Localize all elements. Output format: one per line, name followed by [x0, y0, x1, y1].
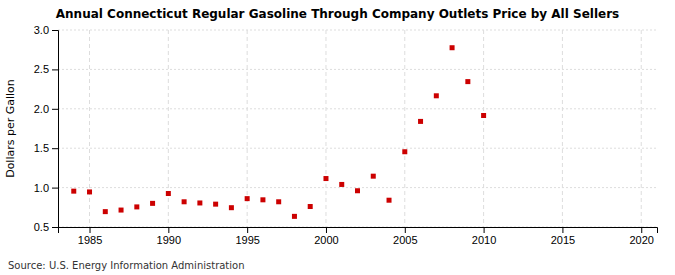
grid-line-y: [58, 187, 657, 188]
x-tick-mark: [168, 227, 169, 233]
y-tick: 2.0: [34, 103, 58, 115]
x-tick: 2010: [472, 227, 496, 246]
chart: 1985 1990 1995 2000 2005 2010 2015 2020 0.5 1.0 1.…: [0, 0, 675, 275]
square-point: [260, 197, 265, 202]
grid-line-x: [168, 30, 169, 227]
x-tick-mark: [90, 227, 91, 233]
grid-line-x: [483, 30, 484, 227]
y-tick-label: 3.0: [34, 24, 49, 36]
y-tick-label: 1.0: [34, 182, 49, 194]
x-tick-mark: [247, 227, 248, 233]
square-point: [355, 188, 360, 193]
y-tick-mark: [52, 227, 58, 228]
square-point: [276, 199, 281, 204]
x-tick-label: 2015: [551, 234, 575, 246]
x-tick: 1985: [78, 227, 102, 246]
y-tick-mark: [52, 109, 58, 110]
grid-line-y: [58, 148, 657, 149]
points: [71, 45, 486, 219]
grid-line-y: [58, 108, 657, 109]
x-tick: 1990: [157, 227, 181, 246]
x-tick: 2000: [314, 227, 338, 246]
y-axis-label: Dollars per Gallon: [4, 79, 17, 178]
y-tick-label: 1.5: [34, 142, 49, 154]
y-tick: 1.0: [34, 182, 58, 194]
grid-line-y: [58, 30, 657, 31]
grid-line-x: [325, 30, 326, 227]
square-point: [465, 79, 470, 84]
y-tick-label: 2.0: [34, 103, 49, 115]
square-point: [402, 149, 407, 154]
square-point: [481, 113, 486, 118]
square-point: [323, 176, 328, 181]
x-tick-mark: [326, 227, 327, 233]
square-point: [308, 204, 313, 209]
square-point: [71, 189, 76, 194]
x-tick: 1995: [235, 227, 259, 246]
x-axis-line: [59, 228, 658, 234]
square-point: [134, 204, 139, 209]
y-tick: 2.5: [34, 63, 58, 75]
x-tick-label: 2005: [393, 234, 417, 246]
square-point: [434, 93, 439, 98]
y-tick: 1.5: [34, 142, 58, 154]
title: Annual Connecticut Regular Gasoline Thro…: [56, 7, 619, 21]
grid-line-y: [58, 69, 657, 70]
x-axis: 1985 1990 1995 2000 2005 2010 2015 2020: [59, 227, 658, 246]
square-point: [245, 196, 250, 201]
square-point: [150, 201, 155, 206]
source-note: Source: U.S. Energy Information Administ…: [8, 260, 245, 271]
square-point: [197, 200, 202, 205]
square-point: [103, 209, 108, 214]
square-point: [371, 174, 376, 179]
square-point: [182, 199, 187, 204]
y-tick: 0.5: [34, 221, 58, 233]
square-point: [339, 182, 344, 187]
x-tick-label: 2010: [472, 234, 496, 246]
grid-line-x: [562, 30, 563, 227]
x-tick-label: 1985: [78, 234, 102, 246]
square-point: [450, 45, 455, 50]
y-tick-mark: [52, 148, 58, 149]
y-tick: 3.0: [34, 24, 58, 36]
x-tick: 2005: [393, 227, 417, 246]
square-point: [213, 202, 218, 207]
x-tick-label: 1995: [235, 234, 259, 246]
y-tick-mark: [52, 69, 58, 70]
y-axis: 0.5 1.0 1.5 2.0 2.5 3.0: [34, 24, 59, 233]
x-tick-mark: [484, 227, 485, 233]
x-tick-mark: [562, 227, 563, 233]
y-tick-label: 2.5: [34, 63, 49, 75]
square-point: [119, 208, 124, 213]
y-tick-mark: [52, 30, 58, 31]
square-point: [418, 119, 423, 124]
square-point: [292, 214, 297, 219]
grid-line-x: [89, 30, 90, 227]
square-point: [87, 189, 92, 194]
x-tick-mark: [641, 227, 642, 233]
x-tick-label: 1990: [157, 234, 181, 246]
x-tick-label: 2020: [629, 234, 653, 246]
x-tick-mark: [405, 227, 406, 233]
y-tick-mark: [52, 188, 58, 189]
y-axis-line: [52, 31, 59, 228]
x-tick: 2020: [629, 227, 653, 246]
x-tick-label: 2000: [314, 234, 338, 246]
plot: 1985 1990 1995 2000 2005 2010 2015 2020 0.5 1.0 1.…: [34, 24, 658, 246]
square-point: [387, 198, 392, 203]
square-point: [166, 191, 171, 196]
grid-line-x: [641, 30, 642, 227]
square-point: [229, 205, 234, 210]
grid: [58, 30, 657, 227]
grid-line-x: [404, 30, 405, 227]
y-tick-label: 0.5: [34, 221, 49, 233]
x-tick: 2015: [551, 227, 575, 246]
